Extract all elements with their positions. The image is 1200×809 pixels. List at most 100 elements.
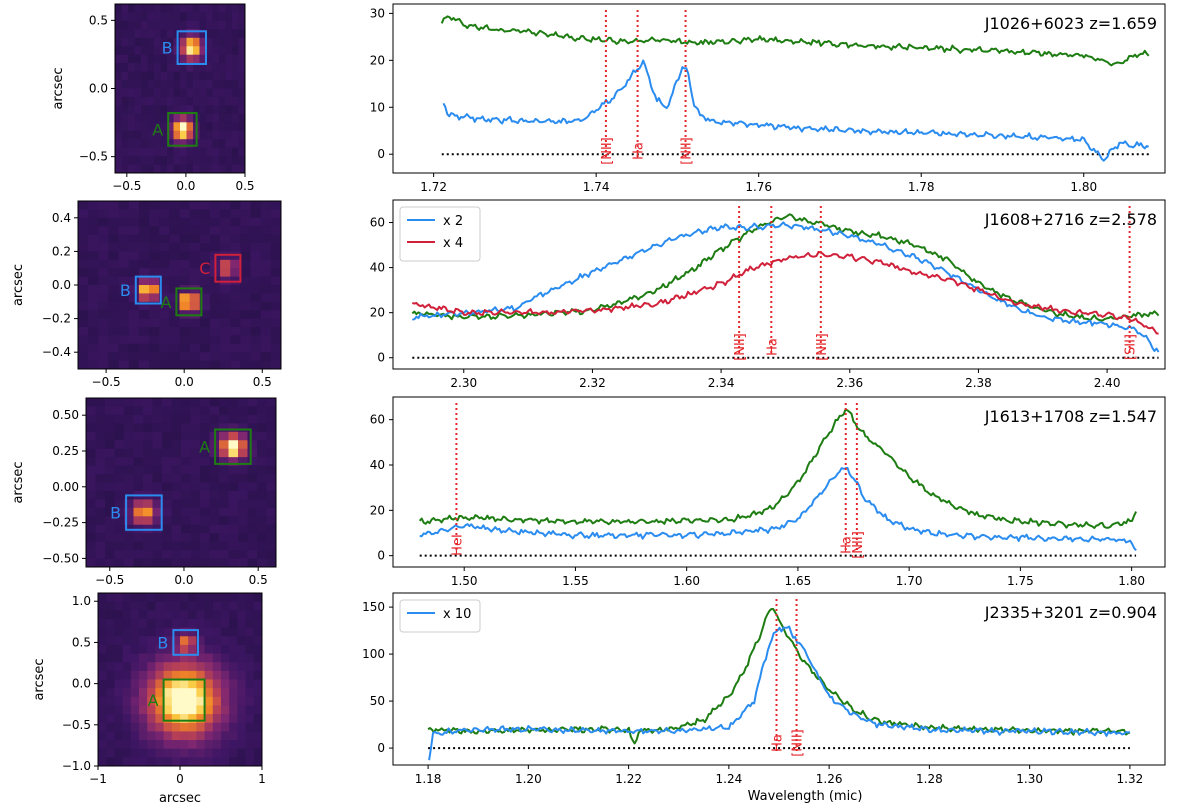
cutout-pixel — [266, 533, 276, 543]
cutout-pixel — [212, 139, 220, 149]
cutout-pixel — [139, 653, 148, 663]
cutout-pixel — [180, 130, 188, 140]
cutout-pixel — [171, 524, 182, 534]
cutout-pixel — [130, 662, 140, 672]
legend: x 2x 4 — [399, 206, 481, 262]
cutout-pixel — [180, 156, 188, 166]
cutout-pixel — [171, 440, 182, 450]
cutout-pixel — [160, 54, 168, 64]
cutout-pixel — [139, 705, 148, 715]
cutout-pixel — [160, 12, 168, 22]
cutout-pixel — [105, 558, 116, 567]
cutout-pixel — [124, 507, 135, 517]
cutout-pixel — [247, 406, 258, 416]
cutout-pixel — [204, 705, 214, 715]
cutout-pixel — [260, 251, 272, 261]
cutout-pixel — [200, 516, 211, 526]
cutout-pixel — [138, 209, 150, 219]
cutout-pixel — [206, 130, 214, 140]
cutout-pixel — [159, 310, 170, 320]
cutout-pixel — [124, 474, 135, 484]
cutout-pixel — [86, 448, 97, 458]
cutout-pixel — [228, 550, 239, 560]
cutout-pixel — [130, 696, 140, 707]
cutout-pixel — [138, 310, 150, 320]
cutout-pixel — [88, 327, 99, 336]
cutout-pixel — [115, 96, 123, 106]
cutout-pixel — [190, 482, 201, 492]
cutout-pixel — [114, 593, 124, 603]
cutout-pixel — [130, 653, 140, 663]
cutout-pixel — [253, 601, 262, 611]
cutout-pixel — [190, 406, 201, 416]
cutout-pixel — [200, 440, 211, 450]
cutout-pixel — [171, 740, 181, 750]
cutout-pixel — [181, 465, 192, 475]
cutout-pixel — [230, 226, 241, 236]
cutout-pixel — [247, 490, 258, 500]
cutout-pixel — [130, 593, 140, 603]
cutout-pixel — [189, 360, 201, 369]
cutout-pixel — [133, 448, 144, 458]
cutout-pixel — [237, 601, 247, 611]
cutout-pixel — [209, 533, 220, 543]
cutout-pixel — [98, 251, 110, 261]
cutout-pixel — [88, 335, 99, 345]
cutout-pixel — [180, 740, 189, 750]
cutout-pixel — [115, 46, 123, 56]
cutout-pixel — [206, 147, 214, 157]
source-label-a: A — [152, 120, 163, 139]
cutout-pixel — [238, 54, 245, 64]
cutout-pixel — [209, 335, 221, 345]
cutout-pixel — [253, 731, 262, 741]
cutout-pixel — [122, 627, 132, 637]
cutout-pixel — [141, 105, 149, 115]
x-tick-label: 1.60 — [673, 574, 700, 588]
cutout-pixel — [128, 147, 136, 157]
cutout-pixel — [160, 80, 168, 90]
cutout-pixel — [209, 558, 220, 567]
cutout-pixel — [124, 482, 135, 492]
cutout-pixel — [250, 335, 262, 345]
cutout-pixel — [152, 541, 163, 551]
cutout-pixel — [160, 130, 168, 140]
source-box-b — [176, 30, 208, 65]
cutout-pixel — [78, 301, 89, 311]
cutout-pixel — [114, 457, 125, 467]
cutout-pixel — [189, 285, 201, 294]
cutout-pixel — [238, 4, 245, 14]
cutout-pixel — [221, 757, 230, 766]
cutout-pixel — [78, 201, 89, 210]
cutout-pixel — [154, 96, 162, 106]
cutout-pixel — [106, 705, 115, 715]
cutout-pixel — [108, 201, 120, 210]
cutout-pixel — [88, 301, 99, 311]
cutout-pixel — [155, 696, 165, 707]
cutout-pixel — [253, 593, 262, 603]
cutout-pixel — [206, 12, 214, 22]
cutout-pixel — [225, 105, 233, 115]
cutout-pixel — [114, 431, 125, 441]
cutout-pixel — [159, 276, 170, 286]
cutout-pixel — [128, 335, 140, 345]
cutout-pixel — [98, 217, 110, 227]
cutout-pixel — [238, 499, 249, 509]
cutout-pixel — [154, 20, 162, 30]
cutout-pixel — [193, 63, 201, 73]
cutout-pixel — [138, 226, 150, 236]
cutout-pixel — [193, 156, 201, 166]
cutout-pixel — [169, 276, 181, 286]
cutout-pixel — [193, 4, 201, 14]
cutout-pixel — [228, 457, 239, 467]
cutout-pixel — [95, 524, 106, 534]
cutout-pixel — [232, 63, 240, 73]
cutout-pixel — [220, 293, 231, 303]
cutout-pixel — [106, 757, 115, 766]
cutout-pixel — [219, 122, 227, 132]
cutout-pixel — [225, 147, 233, 157]
cutout-pixel — [143, 440, 154, 450]
cutout-pixel — [219, 139, 227, 149]
cutout-pixel — [147, 644, 156, 655]
cutout-pixel — [221, 679, 230, 689]
